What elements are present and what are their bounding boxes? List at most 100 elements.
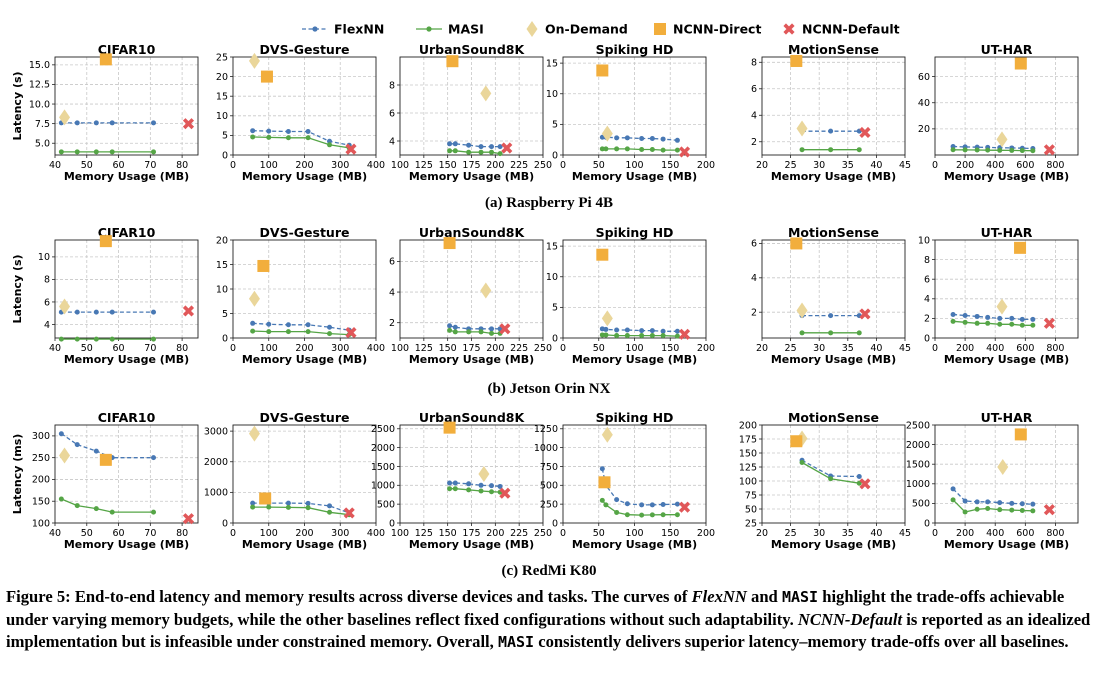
y-tick-label: 2: [751, 308, 757, 319]
series-point-masi: [624, 512, 630, 518]
x-axis-label: Memory Usage (MB): [409, 170, 534, 183]
x-tick-label: 70: [144, 160, 156, 171]
y-tick-label: 60: [918, 72, 930, 83]
legend-marker: [526, 21, 538, 37]
y-tick-label: 4: [751, 111, 757, 122]
series-point-flexnn: [478, 482, 484, 488]
series-point-flexnn: [305, 500, 311, 506]
series-line-flexnn: [252, 130, 350, 146]
series-point-masi: [305, 505, 311, 511]
plot-data: [248, 52, 357, 155]
plot-data: [950, 241, 1055, 329]
x-tick-label: 200: [295, 528, 313, 539]
panel-title: UrbanSound8K: [419, 225, 526, 240]
panel-2-2: 0 100 200 300 400 0 5 10 15 20 DVS-Gesture Memory U…: [216, 225, 385, 366]
y-tick-label: 2: [389, 318, 395, 329]
x-tick-label: 600: [1016, 343, 1034, 354]
plot-frame: [761, 56, 906, 156]
series-point-masi: [266, 504, 272, 510]
series-point-masi: [660, 512, 666, 518]
legend: FlexNN MASI On-Demand NCNN-Direct NCNN-Defau…: [302, 21, 900, 37]
panel-title: UrbanSound8K: [419, 42, 526, 57]
series-line-masi: [252, 136, 350, 149]
on-demand-marker: [997, 458, 1009, 475]
x-tick-label: 50: [593, 160, 605, 171]
series-point-masi: [58, 496, 64, 502]
series-point-masi: [478, 488, 484, 494]
series-point-masi: [489, 149, 495, 155]
series-point-masi: [466, 329, 472, 335]
y-tick-label: 7.5: [35, 119, 50, 130]
y-tick-label: 1000: [534, 443, 558, 454]
plot-data: [790, 430, 871, 490]
ncnn-default-marker: [345, 143, 357, 155]
series-point-masi: [109, 336, 115, 342]
caption-text-4: consistently delivers superior latency–m…: [534, 632, 1069, 651]
series-point-flexnn: [639, 328, 645, 334]
y-tick-label: 1000: [371, 481, 395, 492]
series-point-masi: [93, 506, 99, 512]
on-demand-marker: [478, 466, 490, 482]
y-tick-label: 12.5: [29, 80, 50, 91]
series-point-masi: [151, 149, 157, 155]
plot-frame: [934, 424, 1079, 524]
x-tick-label: 200: [295, 343, 313, 354]
on-demand-marker: [59, 109, 71, 126]
device-labels: (a) Raspberry Pi 4B (b) Jetson Orin NX (…: [485, 195, 613, 579]
y-tick-label: 200: [32, 475, 50, 486]
y-tick-label: 1000: [906, 479, 930, 490]
ncnn-direct-marker: [596, 64, 609, 77]
x-tick-label: 100: [260, 343, 278, 354]
panel-1-4: 0 50 100 150 200 0 5 10 15 Spiking HD Memory Usage…: [546, 42, 715, 183]
on-demand-marker: [59, 298, 71, 315]
series-point-masi: [478, 149, 484, 155]
x-axis-label: Memory Usage (MB): [944, 538, 1069, 551]
on-demand-marker: [248, 290, 260, 307]
series-point-masi: [327, 509, 333, 515]
series-point-flexnn: [93, 120, 99, 126]
plot-data: [790, 237, 871, 336]
legend-item-masi: MASI: [416, 22, 484, 37]
y-tick-label: 50: [745, 504, 757, 515]
y-tick-label: 0: [552, 518, 558, 529]
series-point-masi: [151, 336, 157, 342]
series-point-flexnn: [974, 499, 980, 505]
x-tick-label: 50: [81, 528, 93, 539]
plot-data: [950, 428, 1055, 516]
x-tick-label: 50: [593, 343, 605, 354]
series-point-masi: [478, 329, 484, 335]
series-point-flexnn: [327, 503, 333, 509]
y-axis-label: Latency (ms): [11, 434, 24, 515]
panel-title: CIFAR10: [98, 410, 156, 425]
ncnn-default-marker: [182, 118, 195, 130]
series-point-masi: [639, 512, 645, 518]
ncnn-direct-marker: [99, 53, 112, 66]
series-point-flexnn: [489, 326, 495, 332]
series-point-masi: [649, 333, 655, 339]
panel-title: UT-HAR: [981, 225, 1033, 240]
series-point-masi: [466, 487, 472, 493]
plot-frame: [761, 239, 906, 339]
ncnn-direct-marker: [790, 54, 803, 67]
series-point-flexnn: [624, 327, 630, 333]
ncnn-default-marker: [678, 146, 691, 158]
series-point-flexnn: [660, 328, 666, 334]
x-axis-label: Memory Usage (MB): [64, 538, 189, 551]
x-axis-label: Memory Usage (MB): [409, 353, 534, 366]
plot-data: [248, 259, 357, 339]
x-tick-label: 100: [260, 528, 278, 539]
plot-data: [443, 237, 511, 336]
x-tick-label: 30: [813, 528, 825, 539]
plot-frame: [934, 239, 1079, 339]
series-point-flexnn: [1019, 501, 1025, 507]
y-tick-label: 175: [739, 434, 757, 445]
series-point-flexnn: [660, 502, 666, 508]
series-line-masi: [252, 330, 350, 336]
device-label-a: (a) Raspberry Pi 4B: [485, 195, 613, 211]
y-tick-label: 0: [924, 518, 930, 529]
x-tick-label: 150: [439, 160, 457, 171]
y-tick-label: 20: [216, 72, 228, 83]
series-point-flexnn: [447, 141, 453, 147]
x-tick-label: 80: [176, 528, 188, 539]
x-tick-label: 35: [842, 343, 854, 354]
